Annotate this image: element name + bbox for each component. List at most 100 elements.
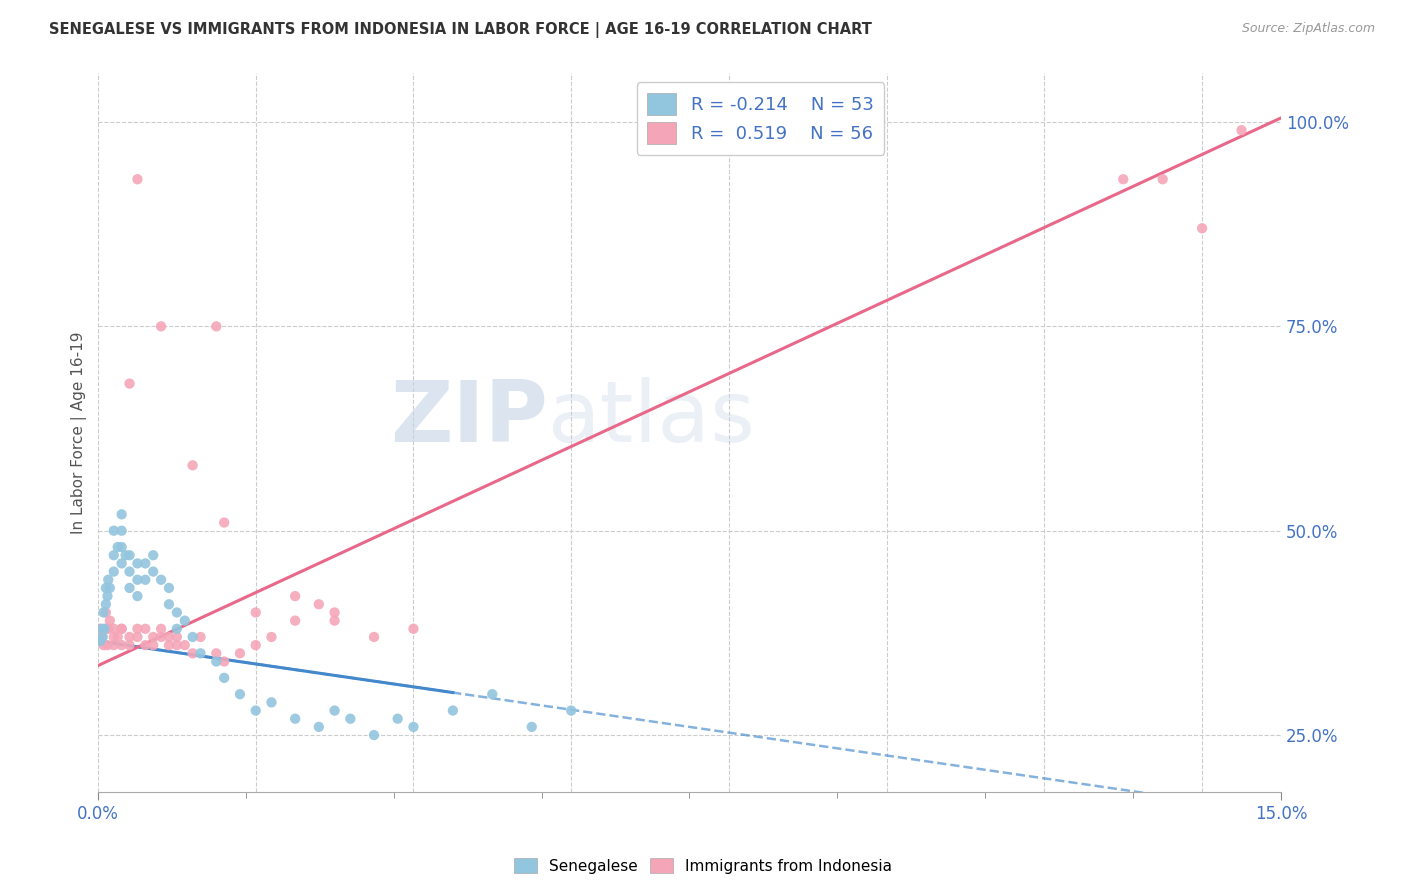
Point bbox=[181, 646, 204, 660]
Text: atlas: atlas bbox=[547, 376, 755, 459]
Point bbox=[127, 557, 149, 571]
Point bbox=[157, 630, 180, 644]
Point bbox=[98, 614, 121, 628]
Point bbox=[245, 638, 267, 652]
Point bbox=[173, 614, 195, 628]
Point bbox=[90, 630, 112, 644]
Point bbox=[190, 646, 212, 660]
Text: SENEGALESE VS IMMIGRANTS FROM INDONESIA IN LABOR FORCE | AGE 16-19 CORRELATION C: SENEGALESE VS IMMIGRANTS FROM INDONESIA … bbox=[49, 22, 872, 38]
Point bbox=[387, 712, 409, 726]
Point bbox=[181, 630, 204, 644]
Point bbox=[212, 655, 235, 669]
Point bbox=[94, 581, 117, 595]
Point bbox=[157, 638, 180, 652]
Point bbox=[134, 557, 156, 571]
Point bbox=[481, 687, 503, 701]
Point bbox=[118, 376, 141, 391]
Point bbox=[103, 565, 125, 579]
Point bbox=[103, 630, 125, 644]
Point bbox=[339, 712, 361, 726]
Point bbox=[127, 589, 149, 603]
Point bbox=[173, 638, 195, 652]
Point bbox=[93, 606, 115, 620]
Point bbox=[94, 597, 117, 611]
Point bbox=[1230, 123, 1253, 137]
Point bbox=[118, 581, 141, 595]
Point bbox=[323, 614, 346, 628]
Point bbox=[308, 720, 330, 734]
Point bbox=[111, 508, 134, 522]
Point bbox=[142, 565, 165, 579]
Point bbox=[181, 458, 204, 473]
Point bbox=[150, 630, 173, 644]
Point bbox=[363, 728, 385, 742]
Point bbox=[93, 622, 115, 636]
Point bbox=[111, 622, 134, 636]
Point bbox=[212, 516, 235, 530]
Text: ZIP: ZIP bbox=[389, 376, 547, 459]
Point bbox=[103, 548, 125, 562]
Point bbox=[142, 630, 165, 644]
Point bbox=[127, 573, 149, 587]
Point bbox=[91, 630, 114, 644]
Point bbox=[111, 557, 134, 571]
Point bbox=[107, 540, 129, 554]
Point bbox=[402, 720, 425, 734]
Point bbox=[1152, 172, 1174, 186]
Point bbox=[229, 646, 252, 660]
Y-axis label: In Labor Force | Age 16-19: In Labor Force | Age 16-19 bbox=[72, 332, 87, 534]
Point bbox=[205, 646, 228, 660]
Point bbox=[560, 704, 582, 718]
Point bbox=[212, 671, 235, 685]
Point bbox=[134, 573, 156, 587]
Point bbox=[96, 638, 118, 652]
Point bbox=[1112, 172, 1135, 186]
Point bbox=[89, 634, 111, 648]
Point bbox=[1191, 221, 1213, 235]
Point bbox=[520, 720, 543, 734]
Point bbox=[93, 638, 115, 652]
Point bbox=[94, 622, 117, 636]
Point bbox=[134, 638, 156, 652]
Point bbox=[107, 630, 129, 644]
Text: Source: ZipAtlas.com: Source: ZipAtlas.com bbox=[1241, 22, 1375, 36]
Point bbox=[96, 589, 118, 603]
Point bbox=[127, 172, 149, 186]
Point bbox=[98, 581, 121, 595]
Point bbox=[97, 622, 120, 636]
Point bbox=[229, 687, 252, 701]
Point bbox=[245, 704, 267, 718]
Point bbox=[103, 622, 125, 636]
Point bbox=[103, 524, 125, 538]
Point bbox=[157, 581, 180, 595]
Point bbox=[150, 319, 173, 334]
Point bbox=[284, 712, 307, 726]
Point bbox=[114, 548, 136, 562]
Point bbox=[89, 634, 111, 648]
Point bbox=[94, 606, 117, 620]
Point bbox=[205, 319, 228, 334]
Point bbox=[150, 622, 173, 636]
Point bbox=[127, 622, 149, 636]
Point bbox=[118, 548, 141, 562]
Point bbox=[118, 638, 141, 652]
Point bbox=[142, 548, 165, 562]
Point bbox=[260, 695, 283, 709]
Point bbox=[89, 622, 111, 636]
Legend: Senegalese, Immigrants from Indonesia: Senegalese, Immigrants from Indonesia bbox=[508, 852, 898, 880]
Legend: R = -0.214    N = 53, R =  0.519    N = 56: R = -0.214 N = 53, R = 0.519 N = 56 bbox=[637, 82, 884, 155]
Point bbox=[166, 638, 188, 652]
Point bbox=[118, 630, 141, 644]
Point bbox=[118, 565, 141, 579]
Point bbox=[260, 630, 283, 644]
Point bbox=[245, 606, 267, 620]
Point bbox=[157, 597, 180, 611]
Point bbox=[111, 524, 134, 538]
Point bbox=[284, 589, 307, 603]
Point bbox=[90, 622, 112, 636]
Point bbox=[441, 704, 464, 718]
Point bbox=[323, 606, 346, 620]
Point bbox=[127, 630, 149, 644]
Point bbox=[111, 622, 134, 636]
Point bbox=[166, 630, 188, 644]
